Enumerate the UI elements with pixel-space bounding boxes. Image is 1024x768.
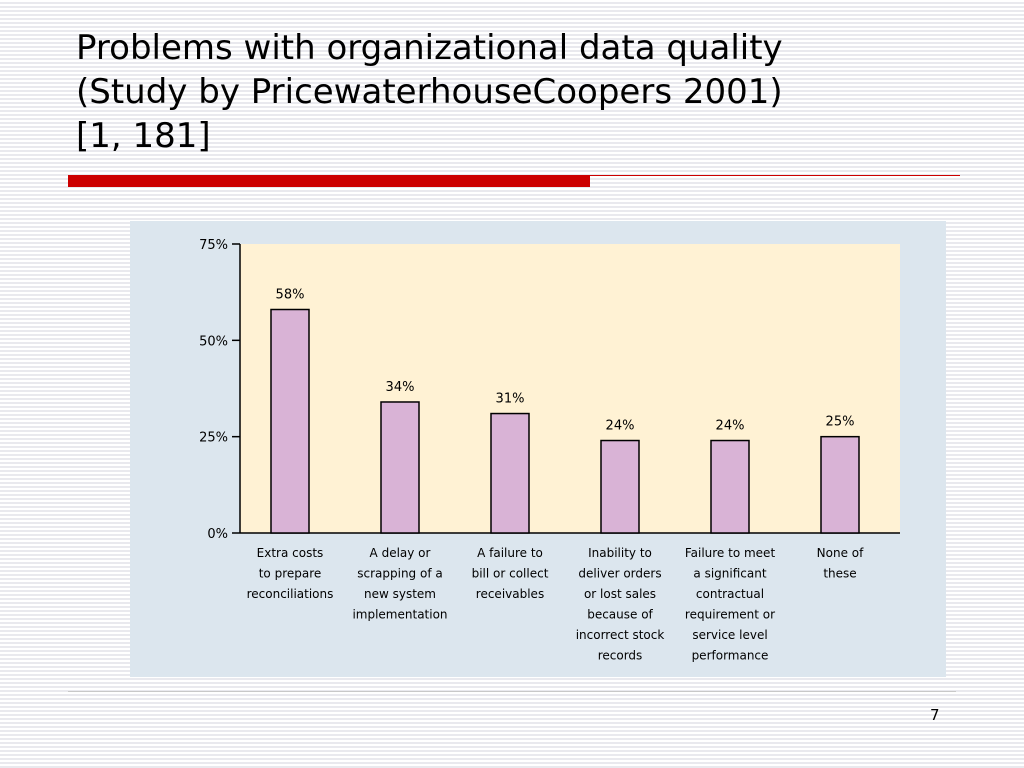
category-label-2: A failure to bill or collect receivables — [472, 546, 549, 601]
slide-title-line-2: (Study by PricewaterhouseCoopers 2001) — [76, 72, 783, 112]
category-label-4-line-2: contractual — [696, 587, 764, 601]
bar-value-label-3: 24% — [606, 419, 635, 434]
category-label-1-line-2: new system — [364, 587, 436, 601]
category-label-3-line-1: deliver orders — [578, 567, 661, 581]
category-label-5-line-1: these — [823, 567, 856, 581]
category-label-1-line-0: A delay or — [370, 546, 431, 560]
category-label-3-line-5: records — [598, 649, 643, 663]
category-label-2-line-0: A failure to — [477, 546, 543, 560]
category-label-0-line-2: reconciliations — [247, 587, 334, 601]
bar-value-label-2: 31% — [496, 392, 525, 407]
category-label-0-line-1: to prepare — [259, 567, 322, 581]
category-label-1-line-3: implementation — [352, 608, 447, 622]
y-tick-label-1: 25% — [199, 431, 228, 446]
slide-title: Problems with organizational data qualit… — [76, 26, 976, 158]
y-tick-label-0: 0% — [207, 527, 228, 542]
title-accent-line — [590, 175, 960, 176]
bar-4 — [710, 439, 750, 534]
category-label-3-line-4: incorrect stock — [576, 628, 665, 642]
category-label-3: Inability to deliver orders or lost sales b… — [576, 546, 665, 663]
category-label-4: Failure to meet a significant contractual r… — [685, 546, 776, 663]
category-label-4-line-3: requirement or — [685, 608, 775, 622]
bar-0 — [270, 308, 310, 534]
category-label-4-line-5: performance — [692, 649, 769, 663]
y-tick-label-2: 50% — [199, 334, 228, 349]
title-accent-bar — [68, 175, 590, 187]
bar-value-label-0: 58% — [276, 288, 305, 303]
bar-value-label-5: 25% — [826, 415, 855, 430]
slide-title-line-3: [1, 181] — [76, 116, 211, 156]
category-label-3-line-0: Inability to — [588, 546, 652, 560]
plot-area — [240, 244, 900, 533]
category-label-1-line-1: scrapping of a — [357, 567, 442, 581]
category-label-3-line-2: or lost sales — [584, 587, 656, 601]
bar-value-label-4: 24% — [716, 419, 745, 434]
chart-panel: 0% 25% 50% 75% 58% Extra costs to prepare recon… — [130, 221, 946, 677]
category-label-4-line-0: Failure to meet — [685, 546, 776, 560]
bar-5 — [820, 435, 860, 534]
category-label-2-line-1: bill or collect — [472, 567, 549, 581]
bar-value-label-1: 34% — [386, 380, 415, 395]
bar-1 — [380, 401, 420, 534]
category-label-3-line-3: because of — [587, 608, 653, 622]
slide-title-line-1: Problems with organizational data qualit… — [76, 28, 783, 68]
footer-divider — [68, 691, 956, 692]
category-label-4-line-1: a significant — [693, 567, 766, 581]
category-label-4-line-4: service level — [692, 628, 767, 642]
y-tick-label-3: 75% — [199, 238, 228, 253]
bar-chart: 0% 25% 50% 75% 58% Extra costs to prepare recon… — [199, 238, 900, 663]
page-number: 7 — [930, 706, 940, 724]
category-label-0-line-0: Extra costs — [257, 546, 324, 560]
bar-2 — [490, 412, 530, 534]
category-label-1: A delay or scrapping of a new system implem… — [352, 546, 447, 622]
category-label-5: None of these — [817, 546, 864, 581]
category-label-2-line-2: receivables — [476, 587, 544, 601]
category-label-0: Extra costs to prepare reconciliations — [247, 546, 334, 601]
bar-3 — [600, 439, 640, 534]
category-label-5-line-0: None of — [817, 546, 864, 560]
